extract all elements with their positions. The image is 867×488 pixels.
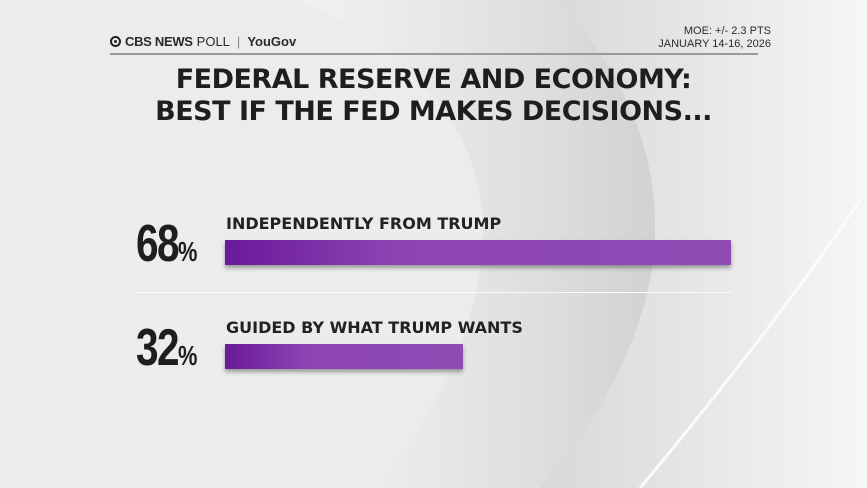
row-divider — [136, 292, 732, 293]
title-line-2: BEST IF THE FED MAKES DECISIONS... — [155, 96, 712, 127]
cbs-news-poll-logo: CBS NEWS POLL | YouGov — [110, 34, 296, 49]
value-number: 68 — [136, 215, 180, 273]
chart-title: FEDERAL RESERVE AND ECONOMY: BEST IF THE… — [0, 64, 867, 128]
header-rule — [110, 53, 758, 55]
value-label: 32% — [136, 322, 197, 382]
bar — [225, 344, 464, 369]
percent-sign: % — [177, 236, 198, 267]
poll-dates: JANUARY 14-16, 2026 — [658, 38, 771, 50]
margin-of-error: MOE: +/- 2.3 PTS — [683, 25, 771, 37]
percent-sign: % — [177, 340, 198, 371]
brand-name: CBS NEWS — [125, 34, 193, 49]
yougov-logo: YouGov — [247, 34, 297, 49]
cbs-eye-icon — [110, 36, 121, 47]
value-number: 32 — [136, 319, 180, 377]
poll-meta: MOE: +/- 2.3 PTS JANUARY 14-16, 2026 — [658, 25, 771, 51]
category-label: INDEPENDENTLY FROM TRUMP — [226, 214, 502, 233]
bar — [225, 240, 731, 265]
category-label: GUIDED BY WHAT TRUMP WANTS — [226, 318, 523, 337]
poll-label: POLL — [196, 34, 230, 49]
title-line-1: FEDERAL RESERVE AND ECONOMY: — [175, 64, 692, 95]
value-label: 68% — [136, 218, 197, 278]
logo-separator: | — [236, 34, 241, 49]
